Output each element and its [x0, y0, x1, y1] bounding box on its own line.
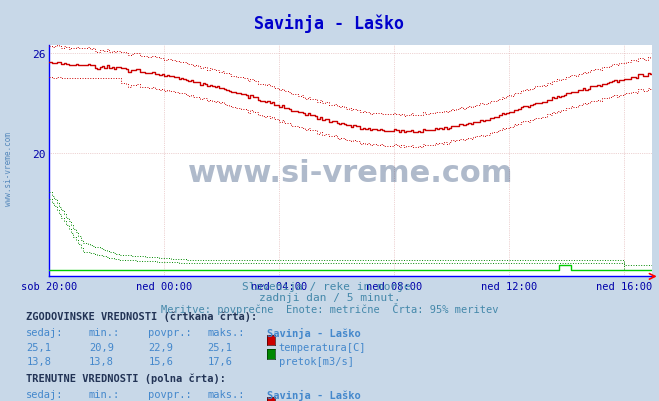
Text: 13,8: 13,8	[89, 356, 114, 366]
Text: zadnji dan / 5 minut.: zadnji dan / 5 minut.	[258, 292, 401, 302]
Text: 13,8: 13,8	[26, 356, 51, 366]
Text: sedaj:: sedaj:	[26, 389, 64, 399]
Text: www.si-vreme.com: www.si-vreme.com	[188, 158, 513, 187]
Text: min.:: min.:	[89, 389, 120, 399]
Text: Meritve: povprečne  Enote: metrične  Črta: 95% meritev: Meritve: povprečne Enote: metrične Črta:…	[161, 302, 498, 314]
Text: 25,1: 25,1	[26, 342, 51, 352]
Text: maks.:: maks.:	[208, 327, 245, 337]
Text: Savinja - Laško: Savinja - Laško	[267, 389, 360, 399]
Text: sedaj:: sedaj:	[26, 327, 64, 337]
Text: 22,9: 22,9	[148, 342, 173, 352]
Text: www.si-vreme.com: www.si-vreme.com	[4, 132, 13, 205]
Text: Savinja - Laško: Savinja - Laško	[267, 327, 360, 338]
Text: Slovenija / reke in morje.: Slovenija / reke in morje.	[242, 282, 417, 292]
Text: 17,6: 17,6	[208, 356, 233, 366]
Text: 15,6: 15,6	[148, 356, 173, 366]
Text: min.:: min.:	[89, 327, 120, 337]
Text: TRENUTNE VREDNOSTI (polna črta):: TRENUTNE VREDNOSTI (polna črta):	[26, 373, 226, 383]
Text: ZGODOVINSKE VREDNOSTI (črtkana črta):: ZGODOVINSKE VREDNOSTI (črtkana črta):	[26, 311, 258, 321]
Text: maks.:: maks.:	[208, 389, 245, 399]
Text: 20,9: 20,9	[89, 342, 114, 352]
Text: povpr.:: povpr.:	[148, 389, 192, 399]
Text: pretok[m3/s]: pretok[m3/s]	[279, 356, 354, 366]
Text: Savinja - Laško: Savinja - Laško	[254, 14, 405, 33]
Text: 25,1: 25,1	[208, 342, 233, 352]
Text: temperatura[C]: temperatura[C]	[279, 342, 366, 352]
Text: povpr.:: povpr.:	[148, 327, 192, 337]
